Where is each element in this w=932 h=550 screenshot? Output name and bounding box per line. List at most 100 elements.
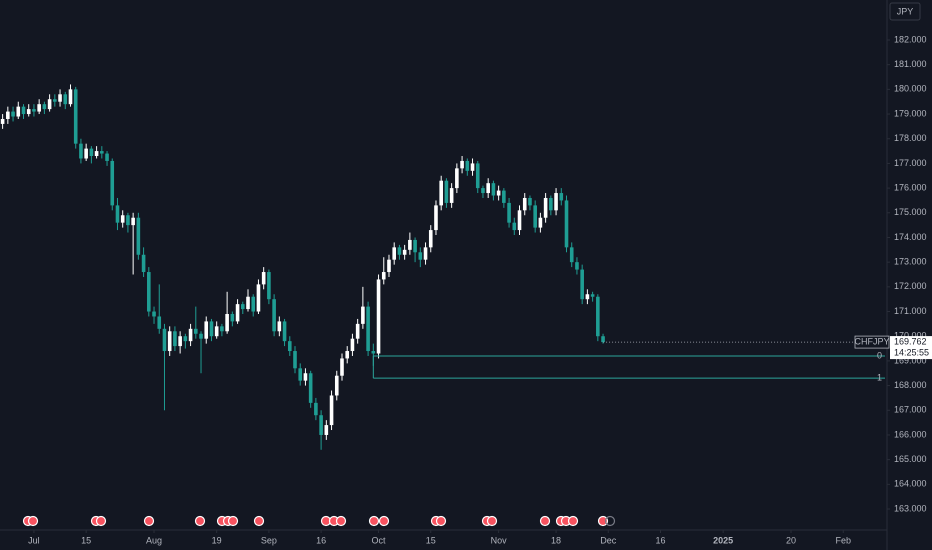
candle-body bbox=[282, 321, 287, 342]
event-icon[interactable] bbox=[227, 515, 239, 527]
candle-body bbox=[324, 425, 329, 435]
x-tick-label: 19 bbox=[212, 535, 222, 545]
candle-body bbox=[314, 402, 318, 416]
candle-body bbox=[434, 205, 438, 231]
candle-body bbox=[507, 202, 511, 223]
x-tick-label: Dec bbox=[600, 535, 617, 545]
candle-body bbox=[256, 284, 261, 312]
candle-body bbox=[376, 279, 381, 354]
candle-body bbox=[538, 217, 543, 228]
event-icon[interactable] bbox=[567, 515, 579, 527]
y-tick-label: 168.000 bbox=[894, 380, 927, 390]
event-icon[interactable] bbox=[95, 515, 107, 527]
candle-body bbox=[272, 299, 276, 332]
candle-body bbox=[251, 296, 256, 312]
event-icon[interactable] bbox=[597, 515, 609, 527]
fib-label: 0 bbox=[877, 350, 882, 360]
candle-body bbox=[126, 215, 130, 226]
candle-body bbox=[543, 197, 548, 218]
candle-body bbox=[522, 197, 527, 211]
y-tick-label: 181.000 bbox=[894, 59, 927, 69]
candle-body bbox=[58, 94, 62, 102]
event-icon[interactable] bbox=[194, 515, 206, 527]
candle-body bbox=[475, 163, 480, 189]
candle-body bbox=[350, 338, 355, 352]
candle-body bbox=[549, 197, 553, 211]
y-tick-label: 166.000 bbox=[894, 429, 927, 439]
candle-body bbox=[533, 205, 537, 228]
candle-body bbox=[596, 296, 600, 337]
candle-body bbox=[408, 239, 412, 250]
y-tick-label: 165.000 bbox=[894, 454, 927, 464]
candle-body bbox=[481, 188, 485, 194]
candle-body bbox=[6, 111, 10, 119]
candle-body bbox=[371, 351, 376, 354]
candle-body bbox=[303, 373, 308, 381]
candle-body bbox=[37, 104, 41, 112]
candle-body bbox=[26, 109, 31, 115]
candle-body bbox=[340, 358, 344, 376]
y-tick-label: 172.000 bbox=[894, 281, 927, 291]
event-icon[interactable] bbox=[378, 515, 390, 527]
event-icon[interactable] bbox=[486, 515, 498, 527]
event-icon[interactable] bbox=[539, 515, 551, 527]
candle-body bbox=[355, 323, 360, 339]
candle-body bbox=[89, 148, 94, 157]
currency-box[interactable] bbox=[889, 2, 921, 21]
event-icon[interactable] bbox=[604, 515, 616, 527]
x-tick-label: Nov bbox=[491, 535, 508, 545]
candle-body bbox=[261, 272, 266, 285]
event-icon[interactable] bbox=[253, 515, 265, 527]
candle-body bbox=[204, 321, 209, 339]
candle-body bbox=[512, 222, 517, 231]
candle-body bbox=[209, 321, 214, 337]
y-tick-label: 164.000 bbox=[894, 479, 927, 489]
candle-body bbox=[308, 373, 313, 403]
y-tick-label: 174.000 bbox=[894, 232, 927, 242]
candle-body bbox=[277, 321, 282, 332]
candle-body bbox=[100, 151, 104, 154]
candle-body bbox=[491, 183, 496, 196]
candle-body bbox=[381, 272, 386, 280]
candle-body bbox=[42, 104, 47, 110]
event-icon[interactable] bbox=[335, 515, 347, 527]
candle-body bbox=[183, 336, 188, 342]
candle-body bbox=[120, 215, 125, 223]
candle-body bbox=[21, 106, 26, 115]
y-tick-label: 167.000 bbox=[894, 405, 927, 415]
event-icon[interactable] bbox=[435, 515, 447, 527]
candle-body bbox=[455, 168, 459, 189]
candle-body bbox=[131, 217, 135, 226]
price-label: 169.762 bbox=[894, 336, 927, 346]
candle-body bbox=[585, 294, 590, 300]
x-tick-label: 15 bbox=[426, 535, 436, 545]
candle-body bbox=[79, 143, 83, 159]
candle-body bbox=[397, 247, 402, 255]
candle-body bbox=[423, 247, 428, 260]
x-tick-label: Sep bbox=[261, 535, 277, 545]
candle-body bbox=[267, 272, 271, 300]
candle-body bbox=[470, 163, 475, 171]
candle-body bbox=[214, 326, 219, 337]
y-tick-label: 178.000 bbox=[894, 133, 927, 143]
candle-body bbox=[63, 94, 68, 105]
y-tick-label: 176.000 bbox=[894, 182, 927, 192]
candle-body bbox=[413, 239, 417, 253]
candle-body bbox=[502, 190, 506, 203]
candle-body bbox=[444, 180, 449, 203]
candle-body bbox=[569, 247, 574, 263]
event-icon[interactable] bbox=[143, 515, 155, 527]
candle-body bbox=[402, 249, 407, 255]
candle-body bbox=[105, 153, 109, 161]
event-icon[interactable] bbox=[368, 515, 380, 527]
x-tick-label: 15 bbox=[81, 535, 91, 545]
candle-body bbox=[167, 331, 172, 352]
candle-body bbox=[53, 99, 57, 102]
candle-body bbox=[460, 160, 464, 169]
x-tick-label: Feb bbox=[835, 535, 851, 545]
event-icon[interactable] bbox=[27, 515, 39, 527]
y-tick-label: 169.000 bbox=[894, 355, 927, 365]
y-tick-label: 173.000 bbox=[894, 257, 927, 267]
candle-body bbox=[94, 151, 99, 157]
